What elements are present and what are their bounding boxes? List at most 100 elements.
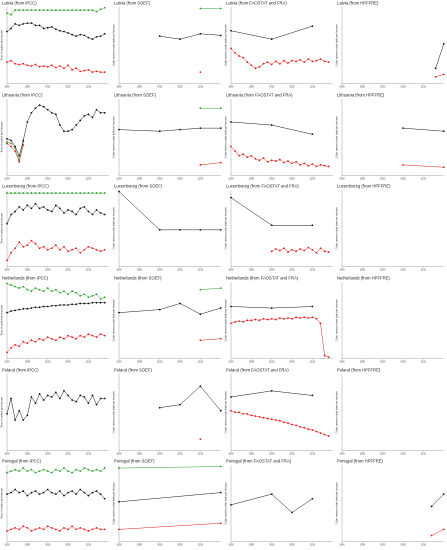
data-point	[63, 290, 65, 293]
chart-title: Lithuania (from SOEF)	[114, 92, 156, 97]
data-point	[46, 192, 49, 195]
data-point	[99, 470, 102, 473]
axis-lines	[118, 281, 221, 359]
data-point	[103, 296, 106, 299]
y-axis-label: Tons of carbon per hectare	[0, 304, 4, 335]
chart-title: Luxembourg (from SOEF)	[114, 184, 163, 189]
data-point	[71, 128, 74, 131]
x-tick-label: 2010	[198, 360, 204, 363]
chart-title: Portugal (from SOEF)	[114, 459, 155, 464]
data-point	[34, 528, 37, 531]
data-point	[245, 319, 248, 322]
series-line	[200, 338, 221, 341]
data-point	[6, 311, 8, 314]
x-tick-label: 2005	[65, 544, 71, 547]
data-point	[63, 337, 65, 340]
data-point	[71, 398, 74, 401]
data-point	[71, 33, 74, 36]
data-point	[158, 35, 161, 38]
data-point	[59, 65, 61, 67]
x-tick-label: 1995	[136, 360, 142, 363]
data-point	[79, 334, 82, 337]
data-point	[199, 32, 202, 35]
series-line	[6, 60, 105, 73]
data-point	[443, 165, 445, 168]
series-line	[6, 390, 105, 421]
data-point	[54, 493, 57, 496]
data-point	[178, 403, 181, 406]
x-tick-label: 2010	[309, 177, 315, 180]
axis-lines	[230, 373, 333, 451]
axis-lines	[118, 190, 221, 268]
data-point	[286, 251, 289, 254]
series-line	[159, 33, 221, 40]
data-point	[306, 427, 309, 430]
series-line	[431, 494, 445, 507]
y-axis-label: Cubic meters under bark per hectare	[335, 115, 339, 158]
data-point	[18, 241, 21, 244]
data-point	[254, 67, 256, 70]
data-point	[22, 246, 25, 248]
x-tick-label: 1990	[228, 452, 234, 455]
x-tick-label: 1990	[116, 85, 122, 88]
data-point	[75, 528, 78, 531]
data-point	[117, 190, 120, 193]
data-point	[59, 304, 61, 306]
chart-svg: Lithuania (from FAOSTAT and FRA) Cubic me…	[223, 92, 333, 180]
data-point	[302, 316, 305, 319]
chart-svg: Lithuania (from IPCC) Tons of carbon per …	[0, 92, 109, 180]
series-line	[200, 162, 221, 165]
axis-lines	[342, 465, 444, 543]
data-point	[34, 192, 37, 195]
data-point	[310, 498, 313, 500]
data-point	[319, 322, 321, 325]
data-point	[14, 309, 17, 312]
data-point	[54, 113, 57, 115]
data-point	[241, 56, 244, 59]
data-point	[67, 528, 69, 531]
data-point	[63, 192, 65, 195]
data-point	[294, 160, 297, 163]
x-tick-label: 2005	[401, 544, 407, 547]
data-point	[95, 35, 98, 38]
data-point	[22, 490, 25, 493]
data-point	[95, 490, 98, 493]
data-point	[71, 210, 74, 213]
data-point	[117, 467, 120, 470]
data-point	[79, 527, 82, 530]
data-point	[46, 525, 49, 528]
data-point	[54, 339, 57, 342]
axis-lines	[118, 373, 221, 451]
chart-title: Portugal (from IPCC)	[2, 459, 42, 464]
data-point	[91, 470, 94, 473]
data-point	[18, 24, 21, 27]
x-tick-label: 2005	[177, 360, 183, 363]
data-point	[42, 528, 45, 531]
data-point	[10, 252, 12, 255]
series-line	[118, 466, 221, 469]
data-point	[254, 414, 256, 417]
series-line	[200, 287, 221, 290]
data-point	[286, 62, 289, 64]
data-point	[18, 9, 21, 11]
data-point	[54, 244, 57, 247]
data-point	[6, 412, 8, 415]
data-point	[83, 206, 86, 209]
data-point	[26, 527, 29, 530]
data-point	[219, 307, 222, 309]
axis-lines	[342, 98, 444, 176]
data-point	[178, 128, 181, 131]
data-point	[286, 159, 289, 162]
data-point	[22, 525, 25, 528]
data-point	[42, 290, 45, 293]
data-point	[71, 68, 74, 71]
data-point	[75, 192, 78, 195]
data-point	[319, 431, 321, 434]
y-axis-label: Cubic meters under bark per hectare	[111, 207, 115, 250]
data-point	[22, 139, 25, 141]
data-point	[87, 468, 90, 471]
x-tick-label: 1995	[360, 177, 366, 180]
data-point	[294, 60, 297, 63]
x-tick-label: 1995	[360, 269, 366, 272]
data-point	[402, 126, 405, 129]
